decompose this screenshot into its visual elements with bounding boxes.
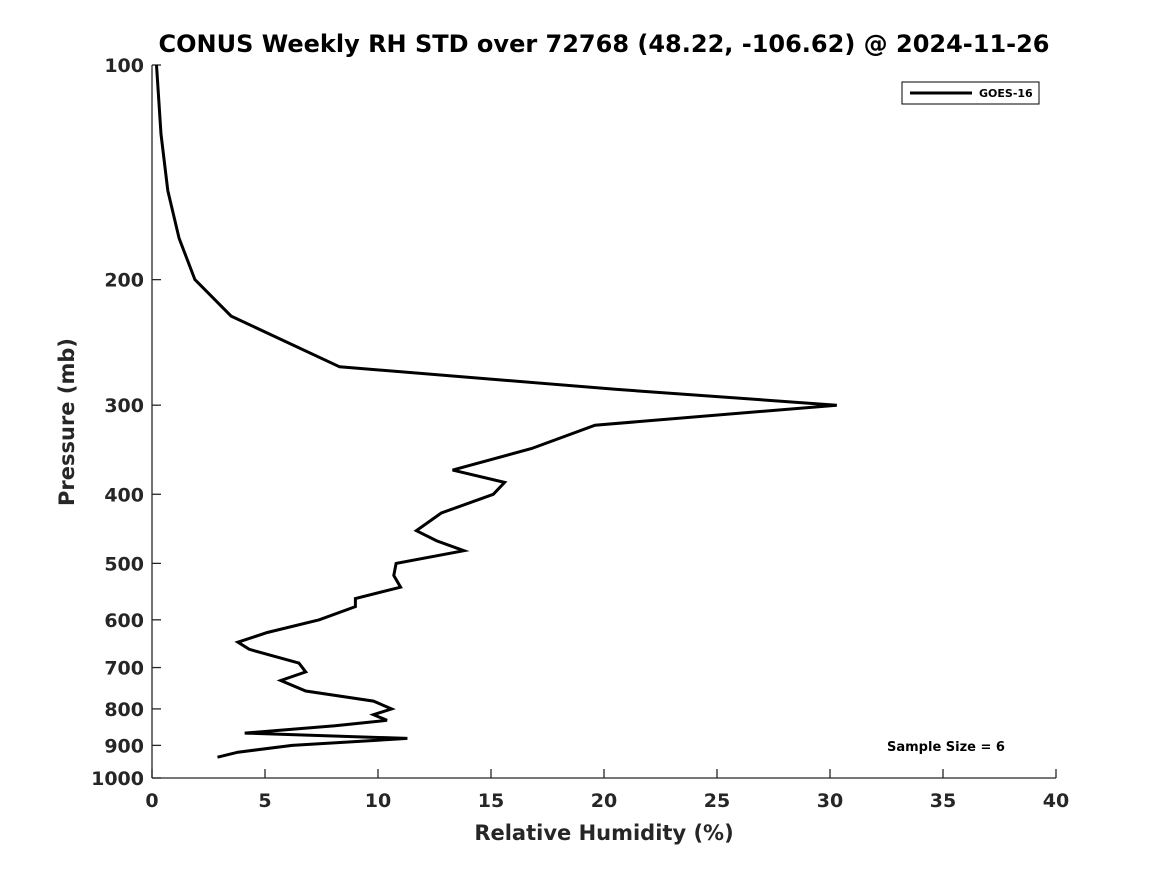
- y-tick-label: 600: [104, 610, 144, 632]
- y-tick-label: 100: [104, 55, 144, 77]
- plot-area: 0 5 10 15 20 25 30 35 40 100 200 300 400 500 600 700 80…: [91, 55, 1069, 812]
- x-tick-label: 20: [591, 790, 617, 812]
- series-line-goes-16: [155, 64, 837, 759]
- y-tick-label: 500: [104, 553, 144, 575]
- legend-label: GOES-16: [979, 87, 1033, 100]
- x-axis-label: Relative Humidity (%): [474, 821, 733, 845]
- y-tick-label: 700: [104, 658, 144, 680]
- y-axis-label: Pressure (mb): [55, 338, 79, 506]
- y-tick-label: 1000: [91, 768, 144, 790]
- x-tick-label: 35: [930, 790, 956, 812]
- x-tick-label: 30: [817, 790, 843, 812]
- x-ticks: 0 5 10 15 20 25 30 35 40: [145, 769, 1069, 812]
- x-tick-label: 25: [704, 790, 730, 812]
- y-tick-label: 800: [104, 699, 144, 721]
- y-tick-label: 400: [104, 484, 144, 506]
- y-tick-label: 900: [104, 735, 144, 757]
- x-tick-label: 5: [258, 790, 271, 812]
- y-ticks: 100 200 300 400 500 600 700 800 900 1000: [91, 55, 161, 790]
- x-tick-label: 15: [478, 790, 504, 812]
- legend: GOES-16: [901, 81, 1040, 105]
- x-tick-label: 10: [365, 790, 391, 812]
- chart-title: CONUS Weekly RH STD over 72768 (48.22, -…: [158, 30, 1049, 58]
- sample-size-annotation: Sample Size = 6: [887, 740, 1005, 755]
- x-tick-label: 40: [1043, 790, 1069, 812]
- y-tick-label: 300: [104, 395, 144, 417]
- x-tick-label: 0: [145, 790, 158, 812]
- y-tick-label: 200: [104, 270, 144, 292]
